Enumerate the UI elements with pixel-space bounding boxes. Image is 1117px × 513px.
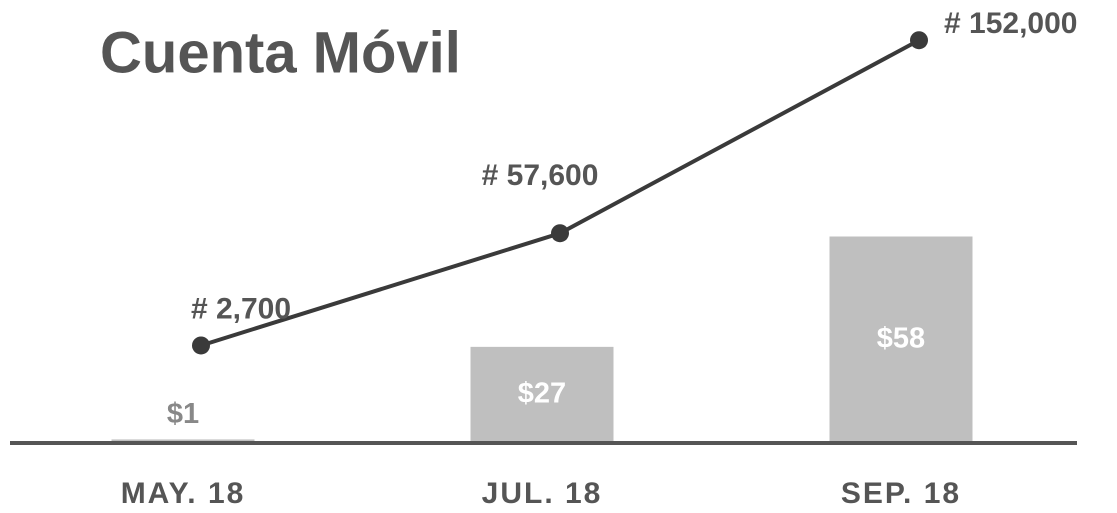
line-value-label: # 2,700 xyxy=(191,292,291,325)
bar xyxy=(470,346,614,443)
bar-value-label: $27 xyxy=(518,378,566,410)
line-value-label: # 152,000 xyxy=(944,7,1077,40)
x-tick-label: SEP. 18 xyxy=(841,477,961,510)
line-marker xyxy=(910,31,928,50)
x-tick-label: MAY. 18 xyxy=(121,477,246,510)
line-marker xyxy=(551,224,569,243)
line xyxy=(200,38,920,348)
bar xyxy=(829,236,973,443)
line-value-label: # 57,600 xyxy=(482,159,599,192)
x-tick-label: JUL. 18 xyxy=(482,477,603,510)
chart-title: Cuenta Móvil xyxy=(100,20,461,85)
bar-value-label: $58 xyxy=(877,322,925,354)
bar-value-label: $1 xyxy=(167,398,199,430)
line-marker xyxy=(192,336,210,355)
